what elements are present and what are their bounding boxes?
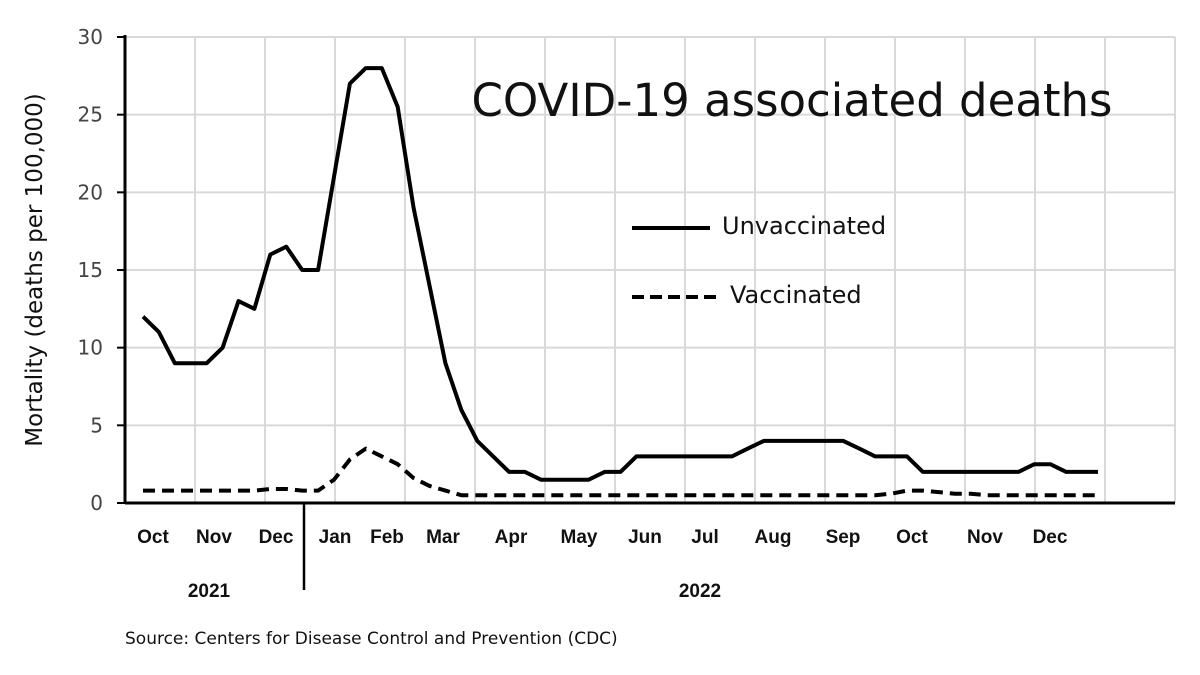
y-tick-label: 25 xyxy=(78,103,103,127)
grid xyxy=(125,36,1176,503)
x-tick-label: Feb xyxy=(370,527,404,548)
x-tick-label: Aug xyxy=(755,527,792,548)
y-tick-label: 20 xyxy=(78,180,103,204)
y-tick-label: 30 xyxy=(78,25,103,49)
x-tick-label: Jun xyxy=(628,527,662,548)
legend-label-vaccinated: Vaccinated xyxy=(730,281,862,309)
x-tick-label: Sep xyxy=(826,527,861,548)
year-labels: 2021 2022 xyxy=(188,503,721,602)
x-tick-label: Nov xyxy=(196,527,232,548)
series-line-unvaccinated xyxy=(141,66,1098,482)
source-note: Source: Centers for Disease Control and … xyxy=(125,629,618,649)
x-tick-label: Jan xyxy=(319,527,352,548)
legend-label-unvaccinated: Unvaccinated xyxy=(722,212,886,240)
y-axis-label: Mortality (deaths per 100,000) xyxy=(22,93,48,447)
x-axis: Oct Nov Dec Jan Feb Mar Apr May Jun Jul Aug Sep Oct N… xyxy=(125,501,1175,548)
year-label: 2021 xyxy=(188,581,231,602)
y-tick-label: 0 xyxy=(90,491,103,515)
y-tick-label: 15 xyxy=(78,258,103,282)
x-tick-label: Nov xyxy=(967,527,1003,548)
x-tick-label: Dec xyxy=(259,527,294,548)
year-label: 2022 xyxy=(679,581,721,602)
x-tick-label: Oct xyxy=(896,527,928,548)
chart-title: COVID-19 associated deaths xyxy=(471,74,1112,127)
x-tick-label: Apr xyxy=(495,527,528,548)
x-tick-label: Mar xyxy=(426,527,460,548)
legend: Unvaccinated Vaccinated xyxy=(632,212,886,309)
y-tick-label: 5 xyxy=(90,413,103,437)
x-tick-label: Jul xyxy=(691,527,718,548)
series-line-vaccinated xyxy=(143,446,1098,498)
x-tick-label: May xyxy=(561,527,598,548)
x-tick-label: Dec xyxy=(1033,527,1068,548)
y-tick-label: 10 xyxy=(78,336,103,360)
x-tick-label: Oct xyxy=(137,527,169,548)
series-group xyxy=(141,66,1098,498)
y-axis: 0 5 10 15 20 25 30 xyxy=(78,25,127,515)
